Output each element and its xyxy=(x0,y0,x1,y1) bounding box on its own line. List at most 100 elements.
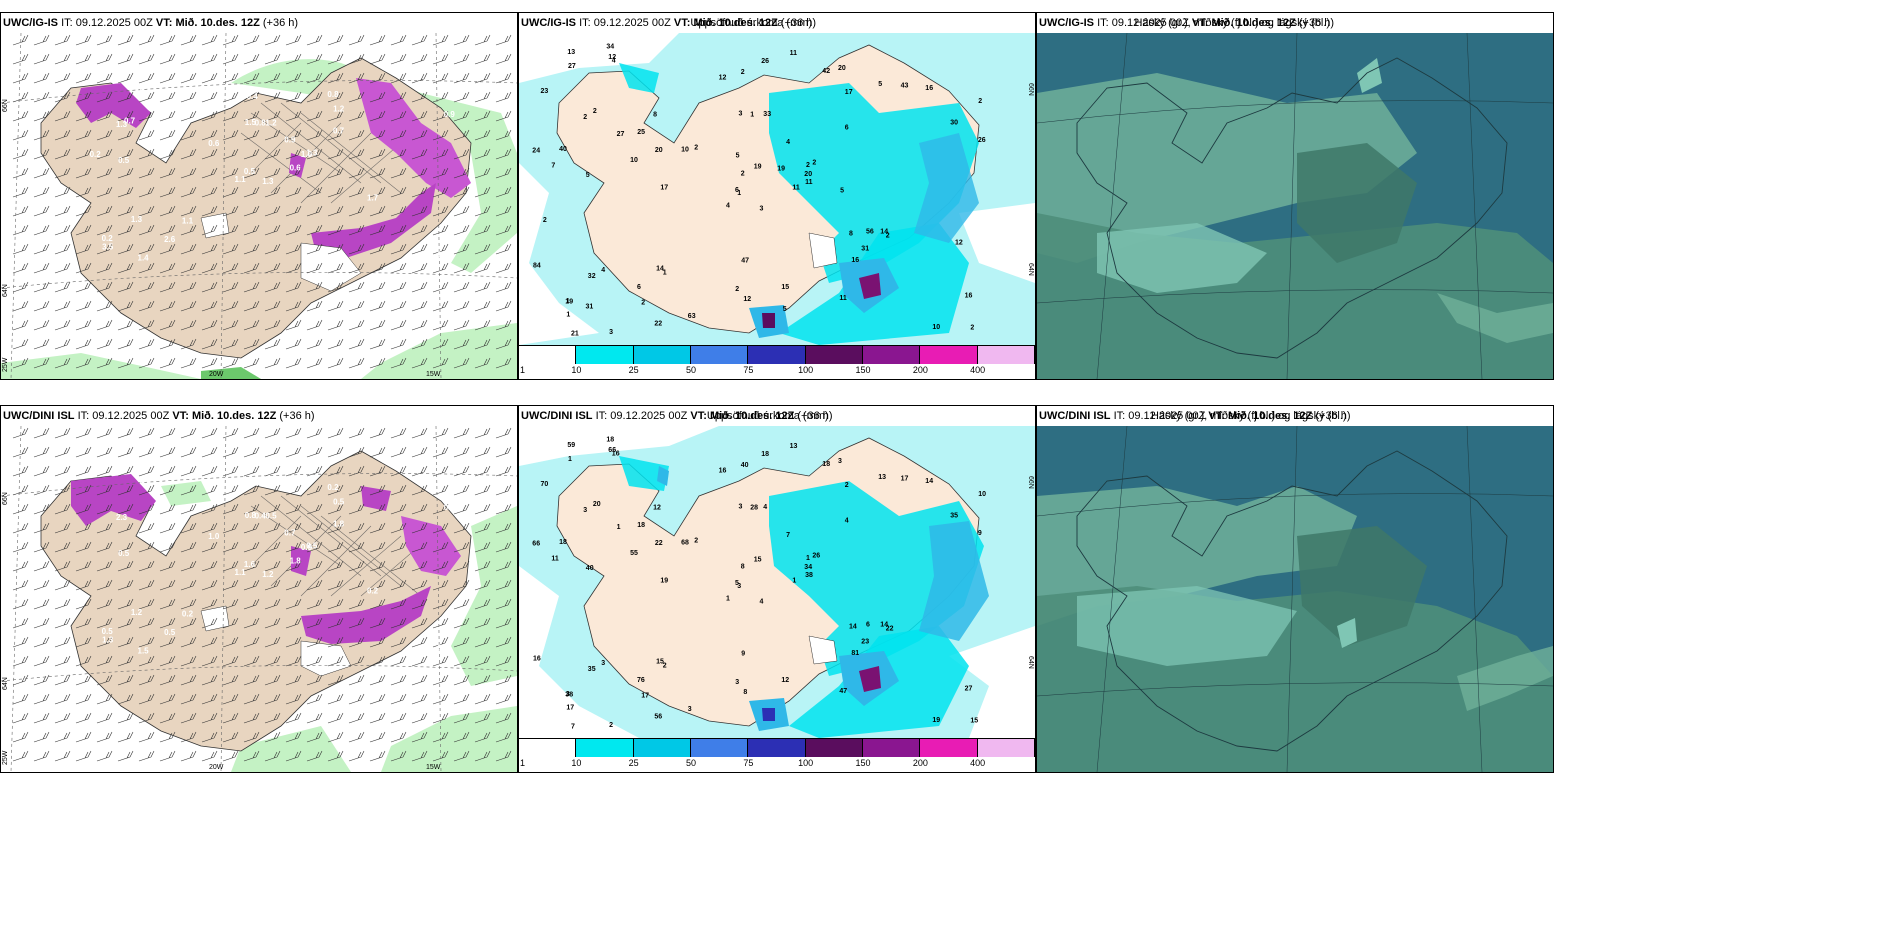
legend-tick-label: 150 xyxy=(855,365,871,375)
panel-title-right: Háský (gr.), miðský (fj.bl.) og lágský (… xyxy=(1150,410,1347,422)
wind-barb xyxy=(180,319,197,331)
wind-barb xyxy=(495,186,512,198)
map-value-label: 13 xyxy=(567,49,575,56)
contour-labels: 1.31.30.50.21.01.10.81.21.20.60.21.60.50… xyxy=(90,85,456,262)
wind-barb xyxy=(12,465,29,477)
legend-tick-label: 25 xyxy=(628,365,639,375)
wind-barb xyxy=(306,243,323,255)
wind-barb xyxy=(117,598,134,610)
wind-barb xyxy=(369,693,386,705)
wind-barb xyxy=(495,655,512,667)
map-value-label: 10 xyxy=(630,157,638,164)
wind-barb xyxy=(117,72,134,84)
map-value-label: 0.5 xyxy=(333,497,345,506)
wind-barb xyxy=(306,541,323,553)
map-value-label: 2 xyxy=(741,170,745,177)
wind-barb xyxy=(33,129,50,141)
wind-barb xyxy=(411,357,428,369)
wind-barb xyxy=(369,110,386,122)
wind-barb xyxy=(348,712,365,724)
wind-barb xyxy=(180,503,197,515)
map-value-label: 23 xyxy=(861,638,869,645)
map-value-label: 3 xyxy=(737,583,741,590)
wind-barb xyxy=(285,129,302,141)
wind-barb xyxy=(222,693,239,705)
wind-barb xyxy=(264,579,281,591)
wind-barb xyxy=(348,91,365,103)
wind-barb xyxy=(306,636,323,648)
wind-barb xyxy=(348,186,365,198)
wind-barb xyxy=(411,712,428,724)
wind-barb xyxy=(117,731,134,743)
wind-barb xyxy=(75,357,92,369)
map-value-label: 12 xyxy=(781,677,789,684)
wind-barb xyxy=(159,281,176,293)
wind-barb xyxy=(348,731,365,743)
wind-barb xyxy=(159,148,176,160)
map-panel-bottom-right: UWC/DINI ISL IT: 09.12.2025 00Z VT: Mið.… xyxy=(1036,405,1554,773)
wind-barb xyxy=(495,262,512,274)
wind-barb xyxy=(138,465,155,477)
wind-barb xyxy=(117,484,134,496)
wind-barb xyxy=(243,243,260,255)
wind-barb xyxy=(348,110,365,122)
wind-barb xyxy=(138,731,155,743)
wind-barb xyxy=(285,338,302,350)
wind-barb xyxy=(96,300,113,312)
wind-barb xyxy=(222,243,239,255)
wind-barb xyxy=(75,53,92,65)
wind-barb xyxy=(201,91,218,103)
wind-barb xyxy=(180,560,197,572)
wind-barb xyxy=(12,243,29,255)
wind-barb xyxy=(222,579,239,591)
map-value-label: 0.5 xyxy=(164,628,176,637)
wind-barb xyxy=(369,224,386,236)
wind-barb xyxy=(327,53,344,65)
map-value-label: 3 xyxy=(838,458,842,465)
wind-barb xyxy=(159,693,176,705)
map-value-label: 40 xyxy=(741,462,749,469)
map-value-label: 16 xyxy=(612,451,620,458)
wind-barb xyxy=(12,731,29,743)
wind-barb xyxy=(33,262,50,274)
map-value-label: 1.8 xyxy=(290,557,302,566)
wind-barb xyxy=(243,110,260,122)
wind-barb xyxy=(117,34,134,46)
wind-barb xyxy=(54,224,71,236)
wind-barb xyxy=(285,167,302,179)
wind-barb xyxy=(180,579,197,591)
wind-barb xyxy=(12,674,29,686)
map-value-label: 14 xyxy=(880,622,888,629)
map-value-label: 8 xyxy=(653,112,657,119)
wind-barb xyxy=(495,205,512,217)
wind-barb xyxy=(474,427,491,439)
lon-label: 25W xyxy=(2,357,9,372)
legend-tick-label: 50 xyxy=(685,758,697,768)
wind-barb xyxy=(390,319,407,331)
wind-barb xyxy=(33,446,50,458)
wind-barb xyxy=(285,357,302,369)
wind-barb xyxy=(201,636,218,648)
wind-barb xyxy=(180,205,197,217)
wind-barb xyxy=(495,338,512,350)
wind-barb xyxy=(159,357,176,369)
wind-barb xyxy=(117,224,134,236)
wind-barb xyxy=(54,750,71,762)
map-value-label: 0.2 xyxy=(90,150,102,159)
wind-barb xyxy=(201,53,218,65)
wind-barb xyxy=(180,617,197,629)
wind-barb xyxy=(159,91,176,103)
map-value-label: 0.54 xyxy=(444,503,460,512)
legend-tick-label: 1 xyxy=(520,758,526,768)
wind-barb xyxy=(495,484,512,496)
map-value-label: 14 xyxy=(925,478,933,485)
map-value-label: 1.5 xyxy=(138,646,150,655)
wind-barb xyxy=(222,262,239,274)
wind-barb xyxy=(138,522,155,534)
wind-barb xyxy=(180,465,197,477)
snow-band-purple xyxy=(289,153,306,178)
legend-tick-label: 50 xyxy=(685,365,697,375)
wind-barb xyxy=(117,693,134,705)
wind-barb xyxy=(264,446,281,458)
wind-barb xyxy=(33,167,50,179)
